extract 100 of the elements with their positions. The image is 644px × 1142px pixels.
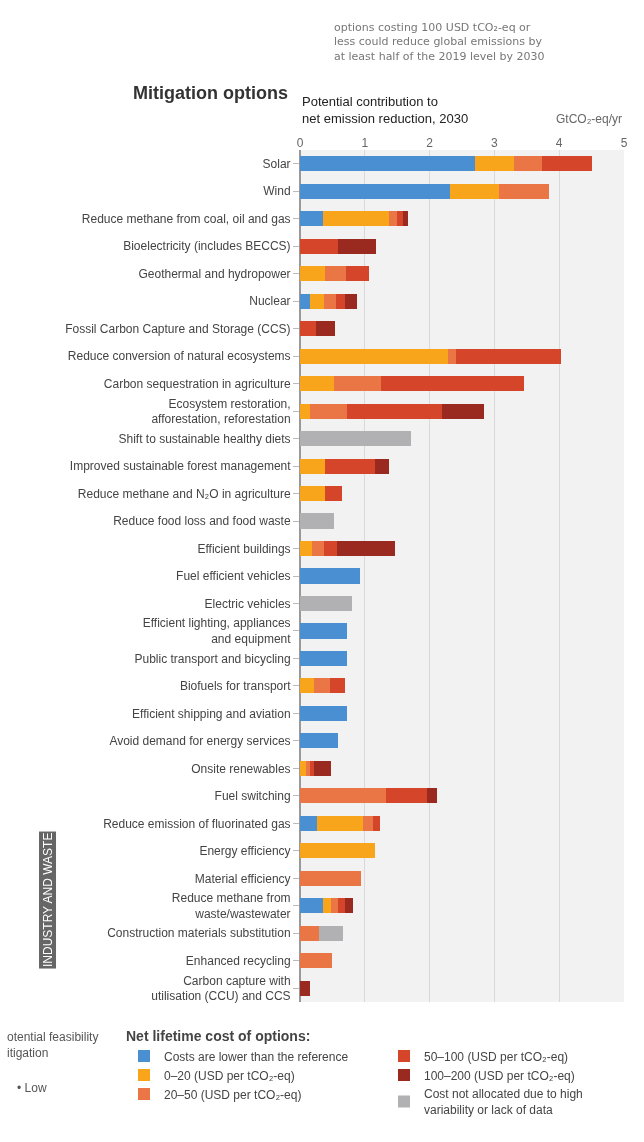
y-tick-label: Reduce methane from coal, oil and gas [81, 211, 291, 226]
y-tick-label: Efficient shipping and aviation [132, 706, 291, 721]
bar [300, 760, 306, 776]
y-tick-label: Nuclear [249, 294, 291, 309]
bar [397, 211, 404, 227]
y-tick-label: Electric vehicles [204, 596, 291, 611]
text: INDUSTRY AND WASTE [40, 832, 55, 968]
bar [300, 733, 338, 749]
bar [300, 211, 323, 227]
bar [385, 788, 428, 804]
y-tick-label: Improved sustainable forest management [69, 459, 292, 474]
bar [333, 376, 381, 392]
x-tick-label: 0 [296, 135, 304, 150]
bar [322, 898, 332, 914]
y-tick-label: Onsite renewables [191, 761, 291, 776]
bar [314, 678, 331, 694]
y-tick-label: Efficient buildings [197, 541, 291, 556]
y-tick-label: Public transport and bicycling [134, 651, 291, 666]
bar [362, 815, 374, 831]
y-tick-label: Fossil Carbon Capture and Storage (CCS) [65, 321, 291, 336]
bar [403, 211, 408, 227]
bar [300, 650, 348, 667]
y-tick-label: Energy efficiency [199, 844, 291, 859]
legend-label: Cost not allocated due to high variability or lack of data [424, 1087, 583, 1118]
bar [455, 348, 561, 364]
bar [300, 953, 333, 969]
y-tick-label: Reduce methane from waste/wastewater [171, 891, 291, 921]
y-tick-label: Bioelectricity (includes BECCS) [123, 239, 291, 254]
bar [300, 925, 320, 941]
legend-label: 100–200 (USD per tCO₂-eq) [424, 1068, 575, 1083]
bar [346, 403, 442, 419]
y-tick-label: Efficient lighting, appliances and equipment [142, 616, 292, 646]
bar [312, 540, 324, 557]
bar [344, 898, 354, 914]
y-tick-label: Enhanced recycling [185, 953, 291, 968]
y-tick-label: Shift to sustainable healthy diets [118, 431, 291, 446]
y-tick-label: Reduce emission of fluorinated gas [103, 816, 291, 831]
bar [300, 348, 448, 364]
y-tick-label: Carbon capture with utilisation (CCU) and CCS [151, 973, 291, 1004]
bar [300, 321, 317, 337]
bar [338, 898, 345, 914]
bar [300, 485, 325, 502]
y-tick-label: Reduce conversion of natural ecosystems [67, 349, 291, 364]
legend-label: Costs are lower than the reference [164, 1049, 349, 1064]
bar [331, 898, 339, 914]
bar [300, 815, 317, 831]
bar [474, 156, 514, 172]
bar [441, 403, 485, 419]
bar [381, 376, 525, 392]
y-tick-label: Fuel switching [214, 789, 291, 804]
legend-label: 0–20 (USD per tCO₂-eq) [164, 1068, 295, 1083]
y-tick-label: Reduce methane and N₂O in agriculture [77, 486, 291, 501]
bar [300, 788, 386, 804]
bar [300, 898, 323, 914]
bar [300, 678, 315, 694]
bar [319, 925, 344, 941]
bar [324, 485, 343, 502]
bar [513, 156, 543, 172]
chart-title: Mitigation options [133, 83, 288, 103]
bar [330, 678, 346, 694]
bar [335, 293, 346, 309]
bar [300, 238, 338, 254]
x-tick-label: 1 [361, 135, 369, 150]
bar [498, 183, 550, 199]
bar [542, 156, 593, 172]
bar [337, 238, 377, 254]
bar [300, 870, 361, 886]
bar [323, 293, 336, 309]
legend-label: 50–100 (USD per tCO₂-eq) [424, 1049, 569, 1064]
bar [309, 760, 314, 776]
y-tick-label: Geothermal and hydropower [138, 266, 291, 281]
legend-title: Net lifetime cost of options: [126, 1028, 311, 1045]
bar [324, 266, 347, 282]
text: otential feasibility itigation [7, 1030, 99, 1060]
bar [300, 403, 311, 419]
bar [310, 293, 324, 309]
bar [316, 815, 363, 831]
bar [300, 623, 348, 639]
bar [300, 458, 326, 474]
x-tick-label: 4 [555, 135, 563, 150]
y-tick-label: Construction materials substitution [107, 926, 291, 941]
text: GtCO₂-eq/yr [556, 112, 622, 126]
bar [310, 403, 347, 419]
y-tick-label: Biofuels for transport [179, 679, 292, 694]
bar [375, 458, 390, 474]
legend-label: 20–50 (USD per tCO₂-eq) [164, 1087, 302, 1102]
bar [300, 183, 451, 199]
y-tick-label: Ecosystem restoration, afforestation, reforestation [151, 396, 291, 427]
y-tick-label: Solar [262, 156, 291, 171]
bar [313, 760, 332, 776]
bar [300, 156, 475, 172]
bar [300, 843, 375, 859]
bar [300, 980, 311, 996]
bar [427, 788, 438, 804]
bar [336, 540, 395, 557]
bar [300, 293, 311, 309]
x-tick-label: 2 [426, 135, 434, 150]
y-tick-label: Material efficiency [194, 871, 291, 886]
x-tick-label: 5 [620, 135, 628, 150]
bar [323, 540, 337, 557]
